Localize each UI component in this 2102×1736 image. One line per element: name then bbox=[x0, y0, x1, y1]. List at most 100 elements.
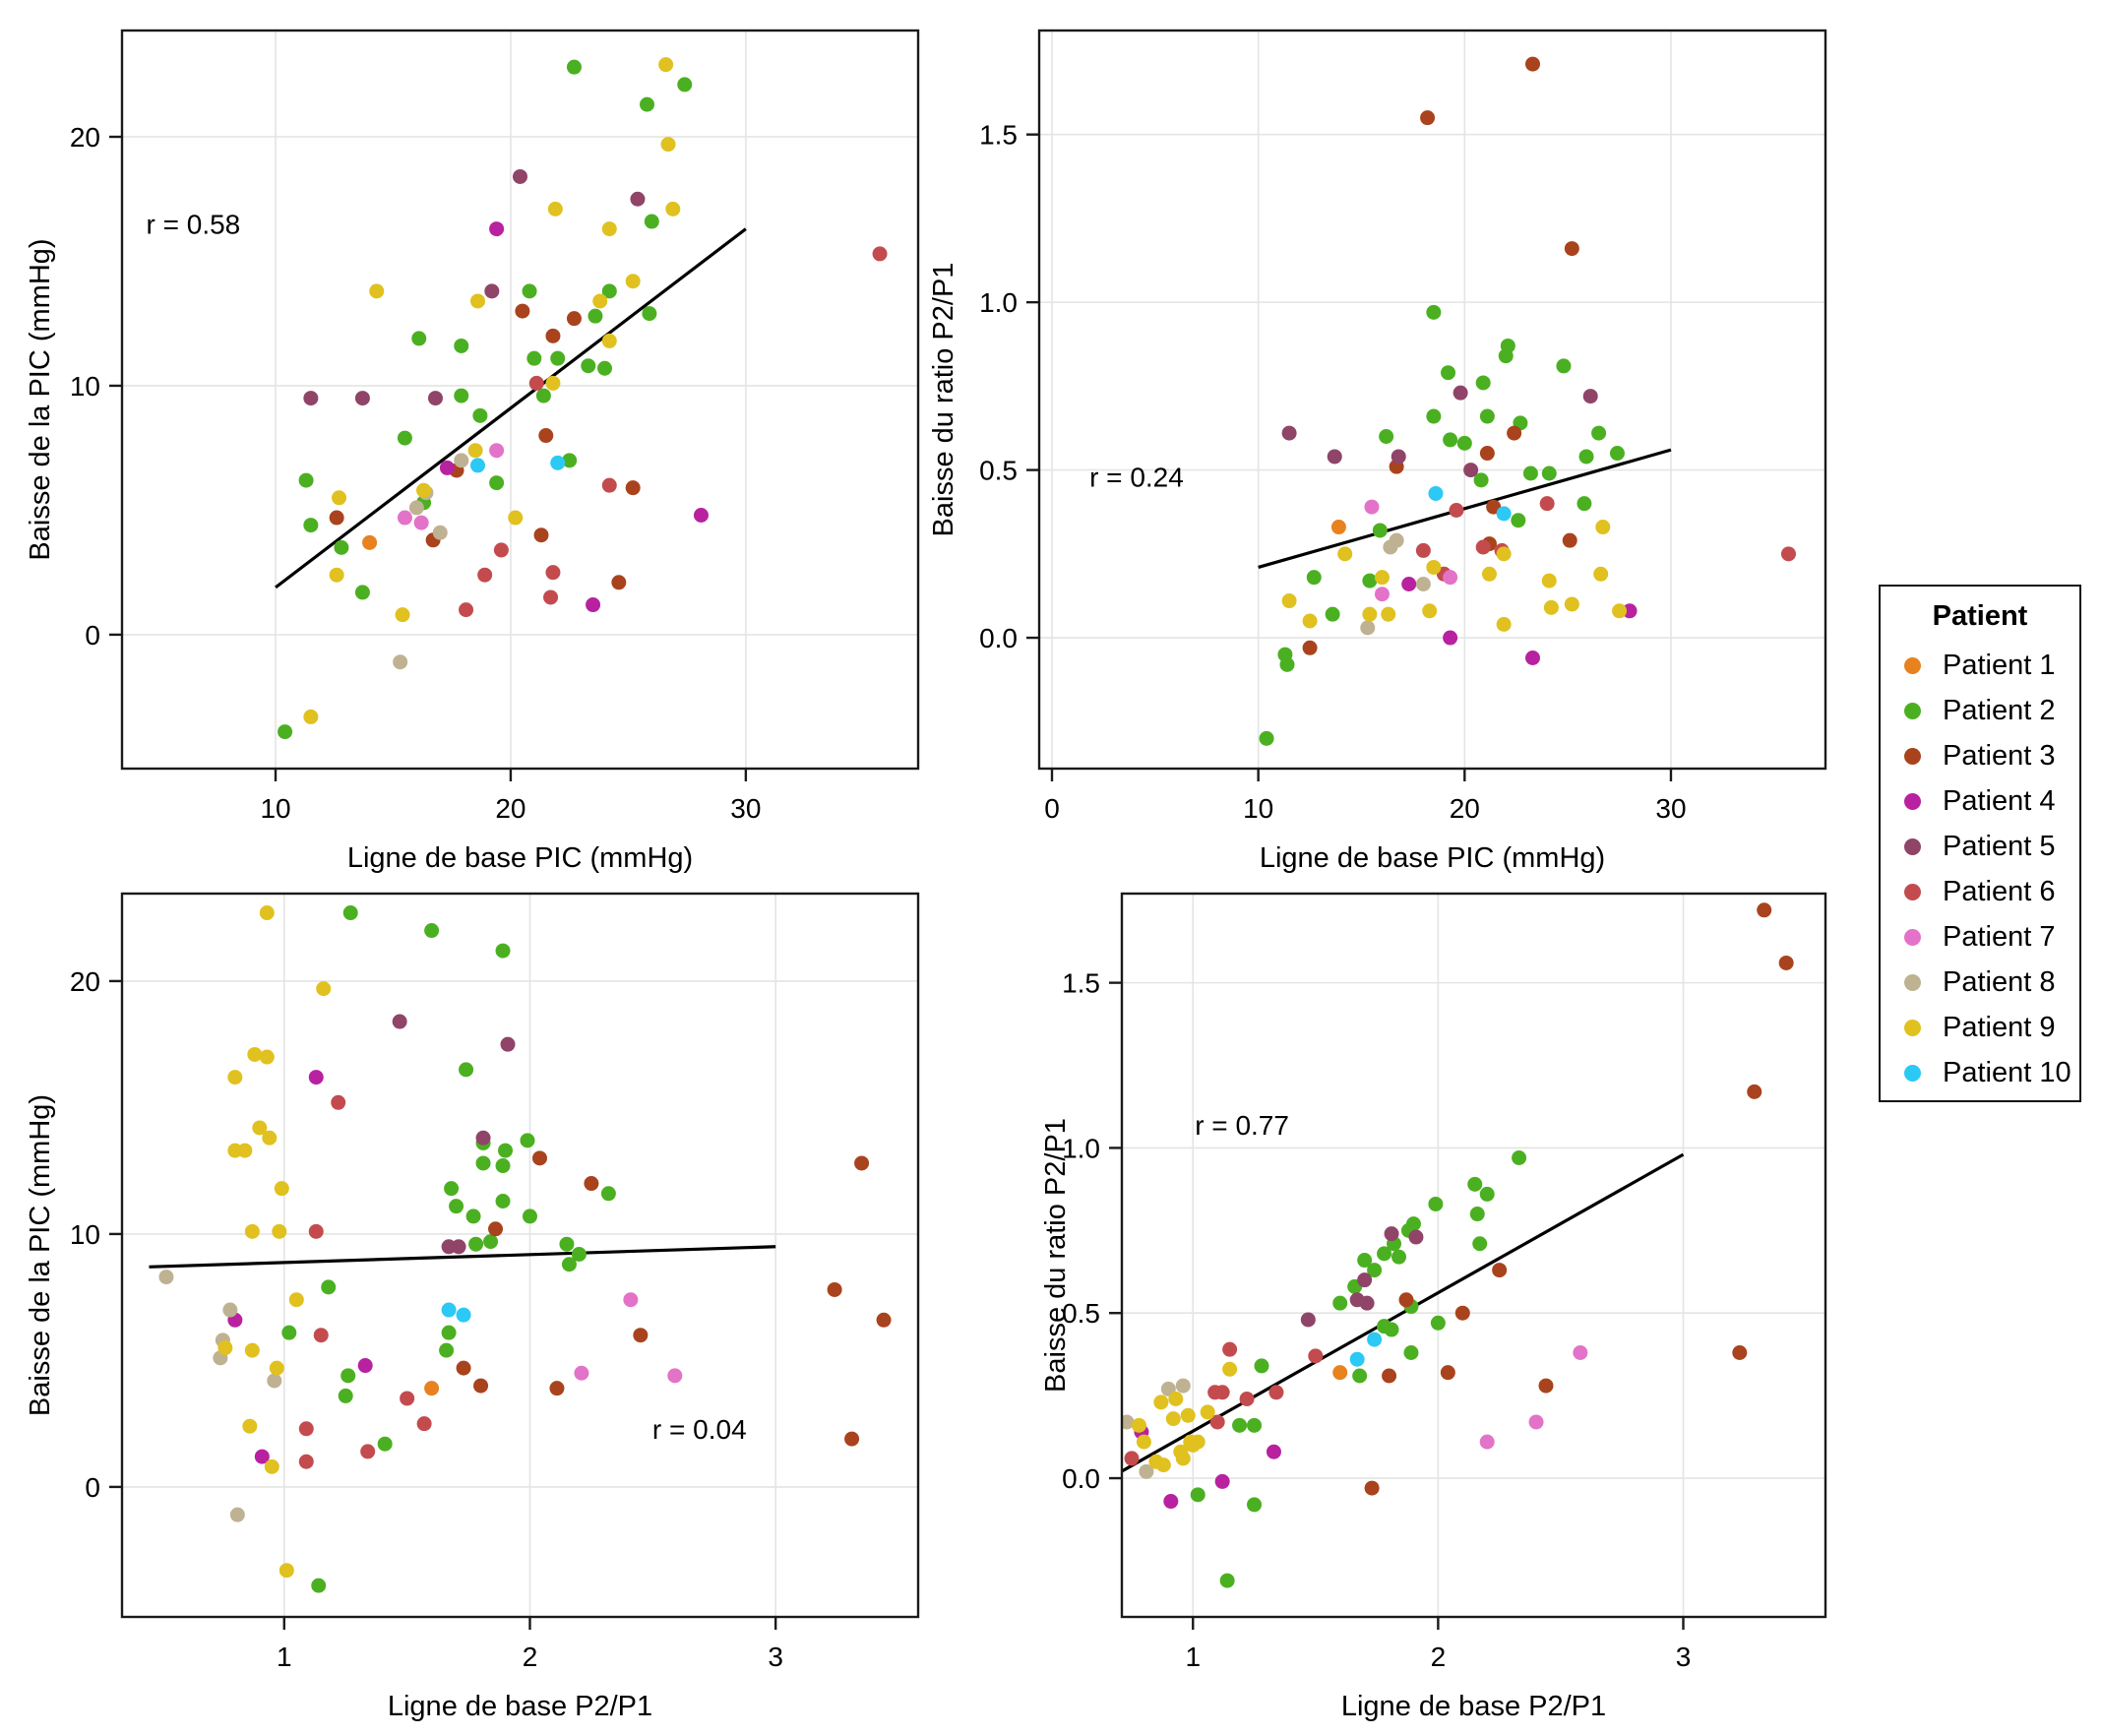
y-tick-label: 1.0 bbox=[1062, 1133, 1100, 1163]
data-point bbox=[571, 1246, 587, 1262]
legend-item-label: Patient 9 bbox=[1943, 1011, 2056, 1043]
data-point bbox=[513, 168, 527, 184]
data-point bbox=[444, 1181, 460, 1197]
data-point bbox=[1507, 425, 1522, 441]
data-point bbox=[432, 525, 448, 540]
data-point bbox=[493, 542, 509, 558]
series-patient-5 bbox=[392, 1014, 516, 1255]
legend-item-label: Patient 4 bbox=[1943, 784, 2056, 817]
data-point bbox=[1308, 1348, 1324, 1364]
legend-item-label: Patient 6 bbox=[1943, 875, 2056, 907]
data-point bbox=[498, 1143, 514, 1158]
panel-border bbox=[1037, 29, 1827, 771]
x-tick-label: 1 bbox=[1185, 1642, 1201, 1672]
series-patient-5 bbox=[1281, 385, 1598, 478]
data-point bbox=[397, 510, 412, 526]
x-tick-label: 30 bbox=[730, 793, 761, 824]
data-point bbox=[625, 480, 641, 496]
data-point bbox=[495, 1194, 511, 1209]
data-point bbox=[454, 453, 469, 468]
series-patient-6 bbox=[298, 1094, 432, 1469]
data-point bbox=[227, 1070, 243, 1085]
data-point bbox=[1440, 1365, 1455, 1381]
y-tick-label: 10 bbox=[70, 1219, 100, 1250]
x-tick-label: 3 bbox=[1676, 1642, 1692, 1672]
y-tick-label: 20 bbox=[70, 966, 100, 997]
data-point bbox=[329, 510, 344, 526]
data-point bbox=[1362, 573, 1378, 589]
legend-item-label: Patient 1 bbox=[1943, 649, 2056, 681]
y-axis-title: Baisse de la PIC (mmHg) bbox=[25, 238, 56, 560]
data-point bbox=[298, 472, 314, 488]
data-point bbox=[1454, 1305, 1470, 1321]
legend-item-label: Patient 10 bbox=[1943, 1056, 2071, 1088]
y-axis-title: Baisse du ratio P2/P1 bbox=[928, 263, 959, 537]
legend-item-label: Patient 2 bbox=[1943, 694, 2056, 726]
data-point bbox=[1778, 955, 1794, 970]
data-point bbox=[1757, 902, 1772, 918]
data-point bbox=[658, 57, 674, 73]
data-point bbox=[515, 303, 530, 319]
series-patient-3 bbox=[1364, 902, 1794, 1496]
data-point bbox=[400, 1391, 415, 1406]
data-point bbox=[1573, 1345, 1588, 1361]
data-point bbox=[1593, 566, 1609, 582]
data-point bbox=[441, 1302, 457, 1318]
correlation-annotation: r = 0.24 bbox=[1089, 463, 1184, 493]
data-point bbox=[1562, 532, 1577, 548]
series-patient-10 bbox=[1428, 485, 1512, 522]
data-point bbox=[377, 1436, 393, 1452]
data-point bbox=[1352, 1368, 1368, 1384]
data-point bbox=[242, 1418, 258, 1434]
data-point bbox=[308, 1223, 324, 1239]
data-point bbox=[473, 1378, 489, 1394]
data-point bbox=[549, 1381, 565, 1396]
data-point bbox=[489, 475, 505, 491]
trend-line bbox=[1258, 448, 1672, 569]
data-point bbox=[1443, 432, 1458, 448]
legend-item-label: Patient 5 bbox=[1943, 830, 2056, 862]
data-point bbox=[222, 1302, 238, 1318]
panel-bottom-right: 1 2 3 0.0 0.5 1.0 1.5 Ligne de base P2/P1 Baisse… bbox=[1040, 892, 1827, 1722]
data-point bbox=[1415, 542, 1431, 558]
data-point bbox=[469, 458, 485, 473]
data-point bbox=[1175, 1451, 1191, 1466]
data-point bbox=[1222, 1341, 1238, 1357]
data-point bbox=[475, 1130, 491, 1146]
data-point bbox=[1467, 1176, 1483, 1192]
y-tick-label: 10 bbox=[70, 371, 100, 402]
correlation-annotation: r = 0.04 bbox=[652, 1414, 747, 1445]
legend-title: Patient bbox=[1932, 600, 2028, 632]
series-patient-9 bbox=[1281, 520, 1628, 632]
data-point bbox=[1420, 110, 1436, 126]
data-point bbox=[1430, 1315, 1446, 1331]
data-point bbox=[1185, 1437, 1201, 1453]
data-point bbox=[427, 391, 443, 406]
data-point bbox=[522, 283, 537, 299]
data-point bbox=[550, 455, 566, 470]
data-point bbox=[1543, 599, 1559, 615]
data-point bbox=[1456, 435, 1472, 451]
data-point bbox=[1155, 1457, 1171, 1473]
data-point bbox=[1379, 429, 1394, 444]
data-point bbox=[1239, 1391, 1255, 1406]
data-point bbox=[1780, 546, 1796, 562]
data-point bbox=[1391, 1249, 1407, 1265]
legend-color-dot bbox=[1904, 792, 1921, 810]
data-point bbox=[1453, 385, 1468, 401]
data-point bbox=[1330, 520, 1346, 535]
y-axis-title: Baisse du ratio P2/P1 bbox=[1040, 1118, 1072, 1393]
data-point bbox=[369, 283, 385, 299]
data-point bbox=[872, 246, 888, 262]
x-axis-title: Ligne de base PIC (mmHg) bbox=[347, 842, 693, 874]
legend-color-dot bbox=[1904, 928, 1921, 946]
correlation-annotation: r = 0.77 bbox=[1195, 1110, 1289, 1141]
series-patient-10 bbox=[469, 455, 566, 473]
data-point bbox=[667, 1368, 683, 1384]
data-point bbox=[408, 500, 424, 516]
data-point bbox=[1422, 603, 1438, 619]
data-point bbox=[1747, 1084, 1762, 1099]
data-point bbox=[1247, 1497, 1263, 1513]
y-tick-label: 0 bbox=[85, 620, 100, 651]
data-point bbox=[229, 1507, 245, 1522]
